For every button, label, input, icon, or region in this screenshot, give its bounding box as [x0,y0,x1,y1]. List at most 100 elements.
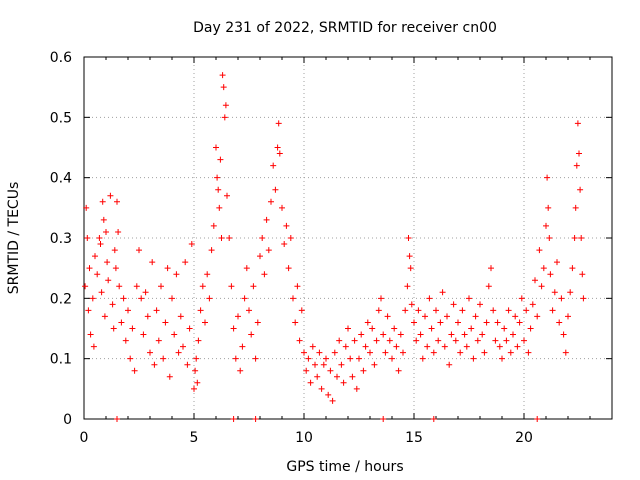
data-point [369,325,376,332]
data-point [554,259,560,266]
data-point [419,355,426,362]
data-point [327,367,334,374]
data-point [320,361,327,368]
data-point [329,397,336,404]
data-point [182,259,189,266]
data-point [395,367,402,374]
data-point [92,253,98,260]
data-point [191,385,197,392]
data-point [407,265,414,272]
data-point [490,307,497,314]
data-point [274,144,281,151]
data-point [90,343,97,350]
data-point [228,283,235,290]
data-point [556,319,563,326]
data-point [283,222,290,229]
data-point [474,337,481,344]
data-point [111,247,118,254]
data-point [303,367,310,374]
data-point [547,271,554,278]
x-tick-label: 0 [80,430,89,446]
data-point [544,174,551,181]
data-points [82,72,587,422]
data-point [380,331,387,338]
data-point [232,355,239,362]
data-point [206,295,213,302]
data-point [133,283,140,290]
data-point [402,307,409,314]
data-point [340,379,347,386]
data-point [503,337,510,344]
data-point [112,265,119,272]
data-point [155,337,162,344]
data-point [483,319,490,326]
data-point [259,235,266,241]
data-point [477,301,483,308]
data-point [529,301,536,308]
data-point [505,307,512,314]
data-point [378,295,384,302]
data-point [281,241,288,248]
data-point [224,192,230,199]
data-point [437,319,444,326]
data-point [202,319,208,326]
data-point [375,307,382,314]
data-point [391,325,398,332]
data-point [257,253,263,260]
data-point [210,222,217,229]
data-point [433,307,439,314]
y-tick-label: 0.4 [50,171,72,187]
y-tick-label: 0.1 [50,352,72,368]
data-point [184,361,191,368]
data-point [116,283,123,290]
data-point [516,319,523,326]
data-point [208,247,215,254]
data-point [336,337,343,344]
data-point [144,313,151,320]
data-point [252,416,259,422]
data-point [349,373,356,380]
data-point [386,337,393,344]
data-point [241,295,248,302]
data-point [428,325,435,332]
data-point [525,349,532,356]
data-point [194,379,201,386]
data-point [218,235,225,241]
data-point [314,373,321,380]
data-point [356,355,362,362]
data-point [457,349,464,356]
data-point [109,301,116,308]
data-point [261,271,268,278]
data-point [405,235,412,241]
data-point [485,283,492,290]
data-point [188,241,195,248]
chart-title: Day 231 of 2022, SRMTID for receiver cn0… [193,20,497,36]
data-point [98,289,105,296]
data-point [397,331,404,338]
data-point [481,349,488,356]
data-point [435,337,442,344]
data-point [275,120,282,127]
data-point [459,307,466,314]
data-point [100,216,107,223]
data-point [518,295,525,302]
data-point [450,301,457,308]
axis-ticks: 0 0.1 0.2 0.3 0.4 0.5 0.6 0 5 10 15 20 [50,50,613,446]
data-point [263,216,270,223]
data-point [560,331,567,338]
data-point [246,307,252,314]
x-axis-label: GPS time / hours [286,459,403,475]
data-point [204,271,211,278]
data-point [180,343,186,350]
data-point [353,385,360,392]
data-point [147,349,153,356]
y-axis-label: SRMTID / TECUs [6,182,22,295]
data-point [318,385,325,392]
data-point [422,313,428,320]
data-point [546,235,553,241]
data-point [514,343,521,350]
data-point [118,319,125,326]
data-point [285,265,292,272]
data-point [424,343,431,350]
data-point [331,349,338,356]
